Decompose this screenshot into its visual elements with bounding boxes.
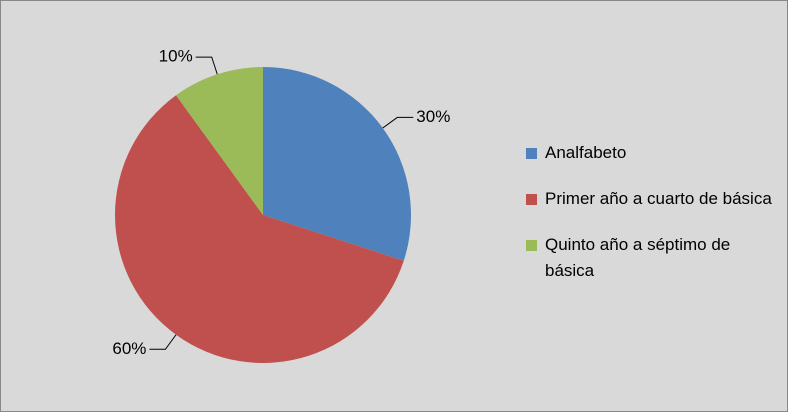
- leader-line: [195, 56, 218, 75]
- legend-label: Primer año a cuarto de básica: [545, 189, 772, 208]
- pie-slice: [176, 67, 263, 215]
- pie-slice: [263, 67, 411, 261]
- legend-swatch: [526, 240, 537, 251]
- pie-slice: [115, 95, 404, 363]
- legend-label: Quinto año a séptimo de básica: [545, 235, 731, 280]
- leader-line: [149, 334, 177, 350]
- legend-item: Analfabeto: [526, 140, 776, 166]
- legend-item: Primer año a cuarto de básica: [526, 186, 776, 212]
- legend-label: Analfabeto: [545, 143, 627, 162]
- leader-line: [382, 116, 414, 129]
- data-label: 30%: [416, 107, 450, 126]
- legend-item: Quinto año a séptimo de básica: [526, 232, 776, 284]
- legend: Analfabeto Primer año a cuarto de básica Q…: [526, 140, 776, 304]
- data-label: 60%: [112, 339, 146, 358]
- data-label: 10%: [159, 47, 193, 66]
- legend-swatch: [526, 148, 537, 159]
- legend-swatch: [526, 194, 537, 205]
